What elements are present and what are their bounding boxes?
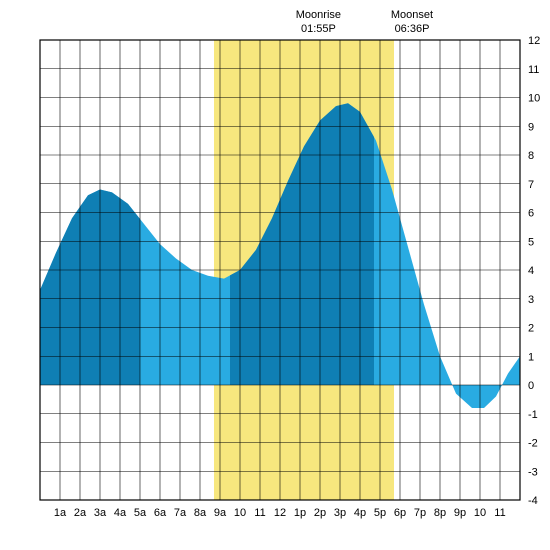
x-tick-label: 3p [334,507,346,519]
x-tick-label: 3a [94,507,107,519]
y-tick-label: 11 [528,64,539,76]
y-tick-label: 7 [528,179,534,191]
x-tick-label: 1p [294,507,306,519]
x-tick-label: 2a [74,507,87,519]
annotation-time: 06:36P [395,23,430,35]
x-tick-label: 7a [174,507,187,519]
y-tick-label: 8 [528,150,534,162]
x-tick-label: 6p [394,507,406,519]
y-tick-label: 6 [528,208,534,220]
x-tick-label: 2p [314,507,326,519]
y-tick-label: 5 [528,236,534,248]
x-tick-label: 12 [274,507,286,519]
y-tick-label: 4 [528,265,534,277]
x-tick-label: 11 [254,507,265,519]
chart-svg: -4-3-2-101234567891011121a2a3a4a5a6a7a8a… [0,0,550,550]
y-tick-label: 12 [528,35,540,47]
y-tick-label: -4 [528,495,538,507]
x-tick-label: 5p [374,507,386,519]
x-tick-label: 6a [154,507,167,519]
x-tick-label: 1a [54,507,67,519]
tide-chart: -4-3-2-101234567891011121a2a3a4a5a6a7a8a… [0,0,550,550]
y-tick-label: -1 [528,409,538,421]
y-tick-label: 9 [528,121,534,133]
y-tick-label: -3 [528,466,538,478]
y-tick-label: 3 [528,294,534,306]
x-tick-label: 4a [114,507,127,519]
x-tick-label: 8a [194,507,207,519]
annotation-time: 01:55P [301,23,336,35]
x-tick-label: 11 [494,507,505,519]
annotation-label: Moonset [391,9,433,21]
x-tick-label: 5a [134,507,147,519]
x-tick-label: 7p [414,507,426,519]
x-tick-label: 9p [454,507,466,519]
x-tick-label: 10 [234,507,246,519]
x-tick-label: 8p [434,507,446,519]
x-tick-label: 9a [214,507,227,519]
x-tick-label: 4p [354,507,366,519]
x-tick-label: 10 [474,507,486,519]
annotation-label: Moonrise [296,9,341,21]
y-tick-label: 2 [528,323,534,335]
y-tick-label: -2 [528,438,538,450]
y-tick-label: 1 [528,351,534,363]
y-tick-label: 10 [528,93,540,105]
y-tick-label: 0 [528,380,534,392]
